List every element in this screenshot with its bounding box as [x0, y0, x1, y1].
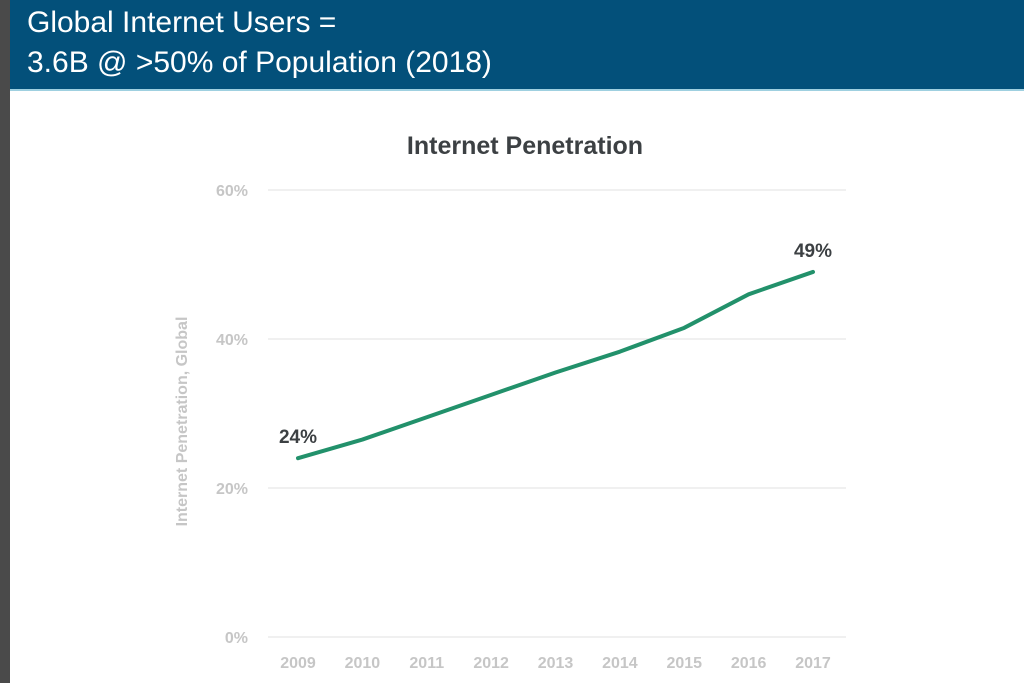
slide-content: Internet Penetration 0% 20% 40% 60% 2009 201… [10, 91, 1024, 683]
data-label: 49% [794, 241, 832, 262]
x-tick-label: 2017 [795, 655, 831, 672]
slide-title-line-2: 3.6B @ >50% of Population (2018) [27, 46, 492, 79]
x-tick-label: 2016 [731, 655, 767, 672]
x-tick-label: 2012 [473, 655, 509, 672]
x-axis-ticks: 2009 2010 2011 2012 2013 2014 2015 2016 2017 [280, 655, 831, 672]
y-axis-ticks: 0% 20% 40% 60% [216, 183, 248, 647]
line-chart: Internet Penetration 0% 20% 40% 60% 2009 201… [174, 132, 846, 672]
y-tick-label: 0% [225, 630, 248, 647]
x-tick-label: 2009 [280, 655, 316, 672]
x-tick-label: 2015 [666, 655, 702, 672]
y-tick-label: 40% [216, 332, 248, 349]
x-tick-label: 2014 [602, 655, 638, 672]
slide-title-line-1: Global Internet Users = [27, 6, 337, 39]
data-labels: 24% 49% [279, 241, 832, 448]
y-tick-label: 20% [216, 481, 248, 498]
y-axis-label: Internet Penetration, Global [174, 317, 191, 527]
window-edge [0, 0, 10, 683]
chart-title: Internet Penetration [407, 132, 643, 160]
y-tick-label: 60% [216, 183, 248, 200]
series [296, 269, 815, 461]
x-tick-label: 2011 [409, 655, 444, 672]
series-line [296, 269, 815, 461]
gridlines [268, 189, 846, 638]
slide-header: Global Internet Users = 3.6B @ >50% of P… [10, 0, 1024, 91]
x-tick-label: 2013 [538, 655, 574, 672]
x-tick-label: 2010 [345, 655, 381, 672]
data-label: 24% [279, 427, 317, 448]
